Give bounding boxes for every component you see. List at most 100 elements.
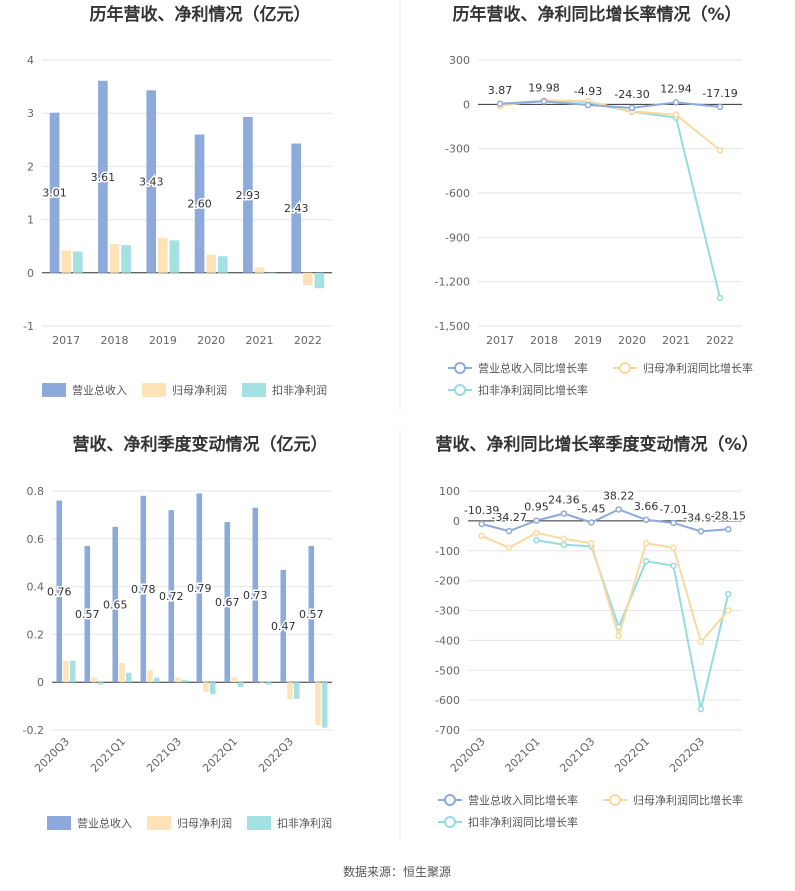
data-point xyxy=(642,516,650,524)
data-label: 2.60 xyxy=(187,198,212,211)
bar xyxy=(69,660,76,683)
data-point xyxy=(725,590,732,598)
x-tick-label: 2020 xyxy=(197,334,225,347)
data-label: 2.43 xyxy=(284,202,309,215)
data-label: 0.67 xyxy=(215,596,240,609)
bar xyxy=(153,677,160,683)
bar xyxy=(308,545,315,683)
x-tick-label: 2021Q1 xyxy=(503,735,543,775)
legend-item: 归母净利润 xyxy=(177,816,232,830)
data-label: -10.39 xyxy=(464,504,499,517)
data-label: 38.22 xyxy=(603,489,635,502)
data-point xyxy=(505,544,513,552)
y-tick-label: 0 xyxy=(463,98,470,111)
series-line xyxy=(499,100,721,109)
bar xyxy=(254,267,265,273)
legend-swatch xyxy=(47,816,71,830)
legend-item: 扣非净利润 xyxy=(272,383,327,397)
data-label: -5.45 xyxy=(577,503,605,516)
bar xyxy=(217,256,228,273)
data-label: 3.61 xyxy=(91,171,116,184)
data-point xyxy=(642,557,650,565)
bar xyxy=(147,670,153,683)
legend-marker xyxy=(454,384,466,396)
legend-item: 扣非净利润 xyxy=(277,816,332,830)
legend-item: 归母净利润 xyxy=(172,383,227,397)
bar xyxy=(181,679,188,683)
legend-item: 营业总收入 xyxy=(72,383,127,397)
bar xyxy=(265,682,272,685)
x-tick-label: 2018 xyxy=(101,334,129,347)
data-label: -24.30 xyxy=(614,88,649,101)
quarterly-growth-rate-chart: 营收、净利同比增长率季度变动情况（%） 100 0 -100 -200 -300 -400… xyxy=(435,434,758,829)
bar xyxy=(291,143,302,273)
x-tick-label: 2020Q3 xyxy=(32,735,72,775)
y-tick-label: 0 xyxy=(37,676,44,689)
data-point xyxy=(615,506,622,513)
data-label: 3.01 xyxy=(42,187,67,200)
chart-title: 营收、净利同比增长率季度变动情况（%） xyxy=(435,434,758,455)
bar xyxy=(109,244,120,273)
data-label: 3.43 xyxy=(139,176,164,189)
bar xyxy=(259,682,265,683)
legend-swatch xyxy=(147,816,171,830)
data-point xyxy=(588,519,595,526)
bar xyxy=(194,134,205,273)
x-tick-label: 2019 xyxy=(574,334,602,347)
bar xyxy=(243,116,253,273)
y-tick-label: 4 xyxy=(27,54,34,67)
legend-item: 扣非净利润同比增长率 xyxy=(468,815,578,829)
data-point xyxy=(672,111,680,118)
data-label: 24.36 xyxy=(548,494,580,507)
data-point xyxy=(670,544,677,552)
bar xyxy=(91,677,97,683)
data-point xyxy=(670,562,677,569)
bar xyxy=(61,250,71,273)
bar xyxy=(293,682,300,699)
bar xyxy=(231,677,237,683)
bar xyxy=(49,112,60,273)
y-tick-label: 3 xyxy=(27,107,34,120)
legend-marker xyxy=(444,794,456,806)
legend-item: 归母净利润同比增长率 xyxy=(643,361,753,375)
data-point xyxy=(560,541,568,549)
data-point xyxy=(478,532,485,540)
bar xyxy=(206,254,216,273)
x-tick-label: 2022 xyxy=(294,334,322,347)
data-point xyxy=(478,520,485,528)
data-point xyxy=(533,537,540,544)
data-point xyxy=(496,100,504,108)
bar xyxy=(169,240,180,273)
data-point xyxy=(505,527,513,535)
legend-swatch xyxy=(242,383,266,397)
bar xyxy=(84,545,91,683)
x-tick-label: 2020 xyxy=(618,334,646,347)
chart-title: 营收、净利季度变动情况（亿元） xyxy=(73,434,328,455)
data-label: 12.94 xyxy=(660,82,692,95)
bar xyxy=(168,510,175,683)
data-point xyxy=(716,103,724,111)
chart-title: 历年营收、净利同比增长率情况（%） xyxy=(452,4,741,25)
y-tick-label: 300 xyxy=(449,54,470,67)
data-label: 0.95 xyxy=(524,501,549,514)
bar xyxy=(280,569,287,683)
y-tick-label: 100 xyxy=(439,485,460,498)
y-tick-label: -300 xyxy=(435,605,460,618)
data-label: 0.78 xyxy=(131,583,156,596)
y-tick-label: -1,200 xyxy=(435,276,470,289)
bar xyxy=(97,682,104,685)
y-tick-label: -500 xyxy=(435,664,460,677)
y-tick-label: -200 xyxy=(435,575,460,588)
y-tick-label: -0.2 xyxy=(23,724,44,737)
legend-marker xyxy=(454,362,466,374)
data-label: 0.65 xyxy=(103,599,128,612)
x-tick-label: 2022 xyxy=(706,334,734,347)
y-tick-label: 1 xyxy=(27,214,34,227)
bar xyxy=(119,663,125,683)
x-tick-label: 2017 xyxy=(486,334,514,347)
x-tick-label: 2022Q3 xyxy=(256,735,296,775)
y-tick-label: -600 xyxy=(445,187,470,200)
bar xyxy=(203,682,209,692)
data-point xyxy=(670,519,677,527)
data-point xyxy=(642,540,650,547)
